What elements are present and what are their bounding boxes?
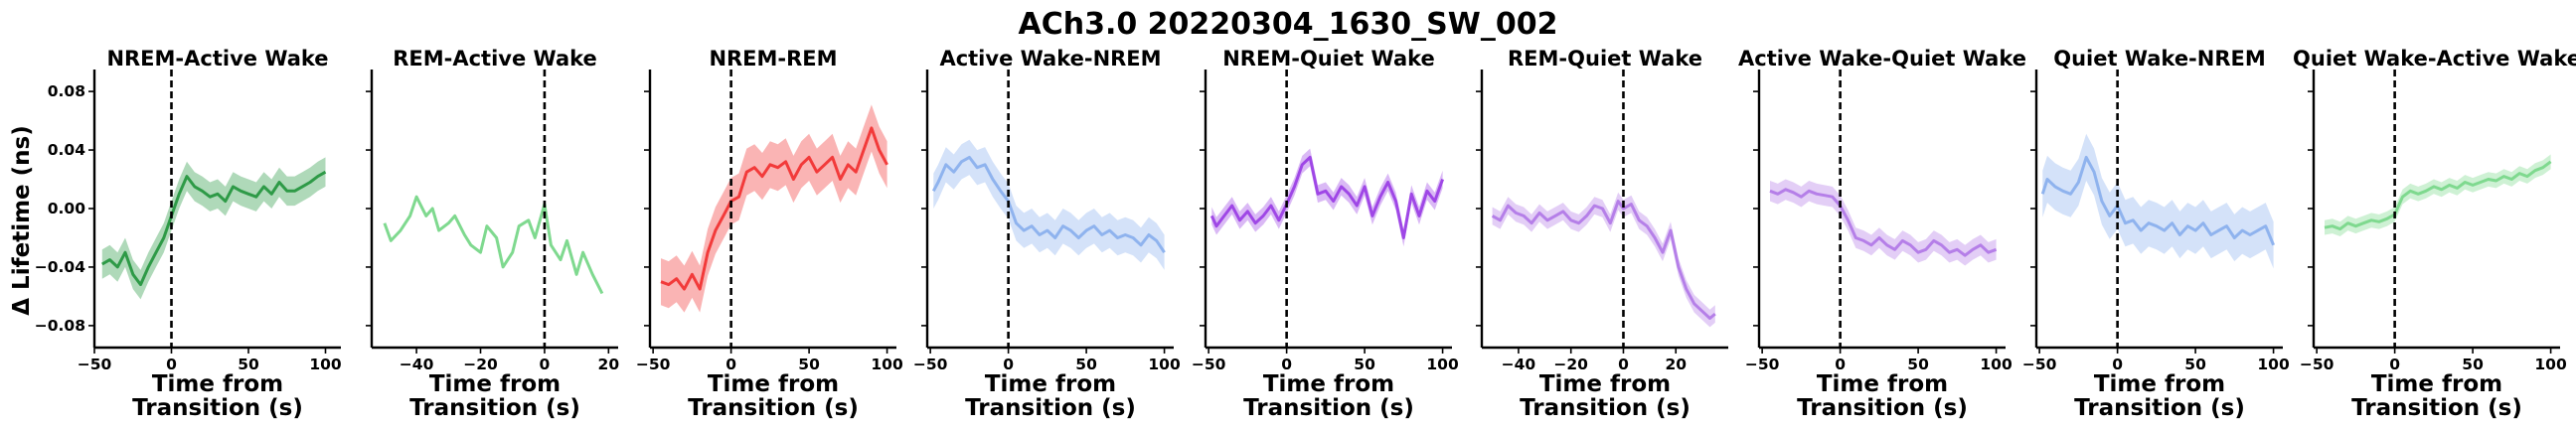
panel-8: Quiet Wake-NREM −50 0 50 100 Time fromTransit… (2022, 47, 2290, 421)
x-tick-label: 100 (2534, 356, 2567, 373)
series-line (2324, 160, 2552, 231)
series-line (931, 155, 1166, 254)
x-axis-label-line2: Transition (s) (409, 395, 580, 421)
y-tick-label: −0.08 (35, 317, 85, 335)
x-tick-label: 0 (1835, 356, 1846, 373)
x-tick-label: 50 (2184, 356, 2206, 373)
y-tick-label: 0.00 (48, 200, 85, 217)
x-axis-label-line1: Time from (152, 371, 283, 397)
x-axis-label-line1: Time from (1539, 371, 1671, 397)
panel-title: Quiet Wake-Active Wake (2293, 47, 2576, 71)
x-tick-label: 100 (871, 356, 903, 373)
x-tick-label: −50 (1192, 356, 1226, 373)
panel-title: NREM-Quiet Wake (1222, 47, 1435, 71)
y-tick-label: −0.04 (35, 258, 85, 276)
panels: NREM-Active Wake −50 0 50 100 −0.08 −0.04 0.00 0… (35, 47, 2576, 421)
x-tick-label: 0 (2389, 356, 2400, 373)
x-tick-label: 50 (1075, 356, 1097, 373)
x-axis-label-line2: Transition (s) (2074, 395, 2245, 421)
series-line (2040, 155, 2275, 246)
x-tick-label: 100 (1148, 356, 1181, 373)
x-tick-label: −40 (1502, 356, 1536, 373)
error-band (1211, 148, 1443, 247)
x-axis-label-line2: Transition (s) (1243, 395, 1414, 421)
series-line (383, 195, 604, 295)
x-tick-label: −20 (1553, 356, 1588, 373)
panel-title: REM-Active Wake (393, 47, 597, 71)
x-tick-label: 0 (1003, 356, 1014, 373)
panel-5: NREM-Quiet Wake −50 0 50 100 Time fromTransit… (1192, 47, 1459, 421)
series-line (101, 170, 327, 287)
series-line (660, 126, 888, 291)
panel-title: Active Wake-Quiet Wake (1738, 47, 2026, 71)
panel-1: NREM-Active Wake −50 0 50 100 −0.08 −0.04 0.00 0… (35, 47, 342, 421)
x-axis-label-line2: Transition (s) (132, 395, 303, 421)
error-band (2042, 133, 2274, 269)
panel-7: Active Wake-Quiet Wake −50 0 50 100 Time from… (1738, 47, 2026, 421)
x-tick-label: 100 (1426, 356, 1459, 373)
x-tick-label: 0 (166, 356, 177, 373)
error-band (933, 139, 1165, 270)
x-axis-label-line2: Transition (s) (1520, 395, 1690, 421)
x-tick-label: 50 (1354, 356, 1375, 373)
x-tick-label: −50 (2300, 356, 2334, 373)
x-tick-label: 100 (1980, 356, 2012, 373)
y-tick-label: 0.08 (48, 82, 85, 100)
x-tick-label: −50 (78, 356, 112, 373)
x-axis-label-line2: Transition (s) (1797, 395, 1968, 421)
x-axis-label-line1: Time from (1817, 371, 1948, 397)
error-band (2325, 154, 2551, 236)
x-axis-label-line1: Time from (985, 371, 1116, 397)
panel-title: Active Wake-NREM (939, 47, 1161, 71)
x-axis-label-line2: Transition (s) (965, 395, 1136, 421)
x-tick-label: 0 (725, 356, 736, 373)
x-tick-label: 50 (798, 356, 820, 373)
x-tick-label: −50 (913, 356, 948, 373)
x-axis-label-line1: Time from (1263, 371, 1394, 397)
x-tick-label: −40 (400, 356, 434, 373)
x-tick-label: 100 (2257, 356, 2290, 373)
panel-title: Quiet Wake-NREM (2053, 47, 2266, 71)
x-axis-label-line2: Transition (s) (2351, 395, 2522, 421)
panel-2: REM-Active Wake −40 −20 0 20 Time fromTransit… (366, 47, 619, 421)
y-tick-label: 0.04 (48, 141, 85, 159)
x-axis-label-line1: Time from (429, 371, 561, 397)
x-tick-label: 20 (598, 356, 620, 373)
series-line (1209, 155, 1445, 239)
x-tick-label: −50 (1745, 356, 1780, 373)
panel-4: Active Wake-NREM −50 0 50 100 Time fromTransi… (913, 47, 1181, 421)
x-tick-label: 0 (2112, 356, 2123, 373)
x-tick-label: −50 (2022, 356, 2057, 373)
x-tick-label: −20 (463, 356, 498, 373)
error-band (661, 104, 887, 313)
series-line (1491, 200, 1716, 320)
x-axis-label-line1: Time from (708, 371, 839, 397)
panel-title: NREM-Active Wake (106, 47, 328, 71)
x-tick-label: 0 (540, 356, 551, 373)
panel-9: Quiet Wake-Active Wake −50 0 50 100 Time from… (2293, 47, 2576, 421)
x-tick-label: 0 (1281, 356, 1292, 373)
x-tick-label: 20 (1665, 356, 1687, 373)
x-tick-label: 0 (1618, 356, 1629, 373)
x-tick-label: 50 (1907, 356, 1929, 373)
error-band (1492, 192, 1715, 328)
x-axis-label-line1: Time from (2094, 371, 2225, 397)
y-axis-label: Δ Lifetime (ns) (9, 125, 35, 316)
series-line (1769, 188, 1998, 257)
x-tick-label: 100 (309, 356, 342, 373)
x-tick-label: 50 (2462, 356, 2484, 373)
x-axis-label-line1: Time from (2371, 371, 2502, 397)
x-axis-label-line2: Transition (s) (688, 395, 859, 421)
x-tick-label: −50 (636, 356, 671, 373)
panel-title: NREM-REM (709, 47, 837, 71)
panel-title: REM-Quiet Wake (1508, 47, 1702, 71)
figure-title: ACh3.0 20220304_1630_SW_002 (1019, 7, 1558, 42)
x-tick-label: 50 (238, 356, 259, 373)
